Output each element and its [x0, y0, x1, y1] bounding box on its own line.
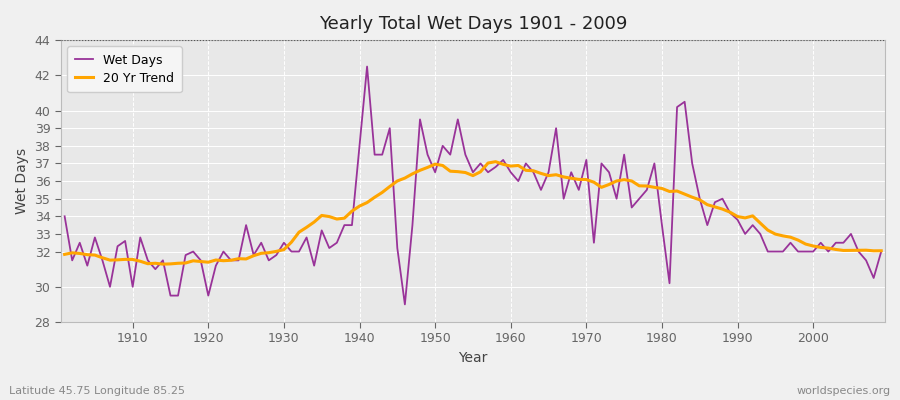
- Wet Days: [513, 179, 524, 184]
- Legend: Wet Days, 20 Yr Trend: Wet Days, 20 Yr Trend: [68, 46, 182, 92]
- 20 Yr Trend: [491, 159, 501, 164]
- 20 Yr Trend: [520, 168, 531, 173]
- Wet Days: [520, 161, 531, 166]
- Text: Latitude 45.75 Longitude 85.25: Latitude 45.75 Longitude 85.25: [9, 386, 185, 396]
- Wet Days: [611, 196, 622, 201]
- Title: Yearly Total Wet Days 1901 - 2009: Yearly Total Wet Days 1901 - 2009: [319, 15, 627, 33]
- Line: Wet Days: Wet Days: [65, 66, 881, 304]
- Y-axis label: Wet Days: Wet Days: [15, 148, 29, 214]
- Wet Days: [286, 249, 297, 254]
- Wet Days: [59, 214, 70, 219]
- 20 Yr Trend: [293, 230, 304, 234]
- 20 Yr Trend: [59, 252, 70, 257]
- Wet Days: [876, 249, 886, 254]
- 20 Yr Trend: [611, 178, 622, 183]
- 20 Yr Trend: [876, 248, 886, 253]
- 20 Yr Trend: [158, 262, 168, 266]
- 20 Yr Trend: [513, 163, 524, 168]
- Wet Days: [362, 64, 373, 69]
- Line: 20 Yr Trend: 20 Yr Trend: [65, 162, 881, 264]
- Wet Days: [400, 302, 410, 307]
- 20 Yr Trend: [120, 257, 130, 262]
- Wet Days: [120, 238, 130, 243]
- Text: worldspecies.org: worldspecies.org: [796, 386, 891, 396]
- X-axis label: Year: Year: [458, 351, 488, 365]
- Wet Days: [331, 240, 342, 245]
- 20 Yr Trend: [339, 216, 350, 220]
